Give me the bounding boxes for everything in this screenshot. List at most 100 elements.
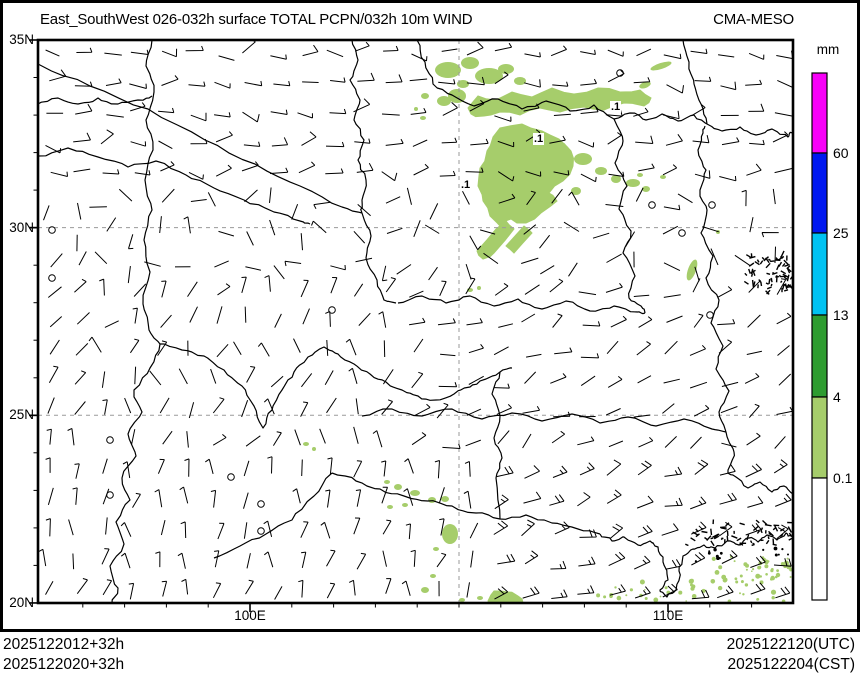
- wind-barb: [470, 138, 489, 146]
- wind-barb: [773, 459, 788, 474]
- precip-spot: [312, 447, 316, 451]
- province-boundary: [725, 431, 793, 495]
- coast-scribble: [781, 262, 786, 267]
- wind-barb: [386, 227, 403, 234]
- wind-barb: [244, 189, 258, 203]
- precip-area: [477, 123, 575, 227]
- wind-barb: [179, 486, 189, 504]
- wind-barb: [436, 552, 447, 568]
- wind-barb: [773, 558, 792, 567]
- wind-barb: [274, 313, 282, 328]
- wind-barb: [217, 283, 231, 296]
- wind-barb: [748, 52, 765, 60]
- wind-barb: [493, 520, 509, 535]
- wind-barb-layer: [38, 40, 793, 600]
- wind-barb: [692, 278, 701, 293]
- wind-barb: [497, 140, 515, 148]
- precip-spot: [442, 524, 458, 544]
- wind-barb: [345, 338, 357, 356]
- coast-scribble: [762, 519, 768, 526]
- wind-barb: [521, 257, 539, 264]
- wind-barb: [214, 260, 229, 268]
- coast-scribble: [767, 536, 770, 540]
- coast-scribble: [768, 530, 774, 537]
- wind-barb: [264, 275, 271, 292]
- wind-barb: [348, 367, 358, 384]
- wind-barb: [160, 519, 166, 536]
- wind-barb: [302, 308, 310, 325]
- wind-barb: [158, 140, 173, 150]
- wind-barb: [263, 398, 275, 415]
- colorbar-tick-label: 0.1: [833, 470, 853, 486]
- wind-barb: [354, 41, 370, 52]
- wind-barb: [749, 139, 765, 146]
- wind-barb: [721, 442, 737, 448]
- wind-barb: [778, 373, 792, 386]
- wind-barb: [263, 520, 273, 538]
- wind-barb: [438, 79, 456, 85]
- wind-barb: [746, 432, 761, 446]
- colorbar-tick-label: 13: [833, 307, 849, 323]
- wind-barb: [243, 460, 250, 477]
- wind-barb: [466, 408, 482, 416]
- wind-barb: [745, 522, 762, 536]
- wind-barb: [410, 107, 427, 115]
- precip-spot: [433, 547, 439, 551]
- wind-barb: [214, 81, 231, 89]
- island-dot: [781, 548, 784, 551]
- coast-scribble: [788, 532, 792, 537]
- wind-barb: [385, 138, 404, 146]
- wind-barb: [404, 458, 414, 474]
- wind-barb: [284, 260, 302, 267]
- colorbar-tick-label: 60: [833, 145, 849, 161]
- footer-valid-time-cst: 2025122204(CST): [727, 656, 855, 673]
- island-dot: [719, 551, 723, 555]
- colorbar-segment: [811, 314, 828, 398]
- coast-scribble: [786, 285, 792, 289]
- wind-barb: [72, 553, 75, 570]
- wind-barb: [320, 521, 331, 539]
- wind-barb: [159, 216, 162, 234]
- wind-barb: [75, 103, 93, 115]
- wind-barb: [120, 522, 132, 537]
- wind-barb: [494, 586, 509, 600]
- wind-barb: [466, 76, 485, 86]
- wind-barb: [774, 168, 793, 174]
- province-boundary: [613, 112, 708, 125]
- wind-barb: [302, 81, 319, 83]
- wind-barb: [106, 217, 117, 232]
- wind-barb: [523, 224, 537, 235]
- wind-barb: [243, 492, 249, 509]
- wind-barb: [273, 265, 285, 280]
- island-dot: [707, 551, 711, 555]
- wind-barb: [568, 191, 580, 206]
- precip-speckle: [690, 583, 693, 587]
- wind-barb: [187, 281, 198, 297]
- wind-barb: [162, 430, 173, 445]
- wind-barb: [297, 112, 313, 119]
- wind-barb: [539, 234, 550, 249]
- wind-barb: [483, 252, 499, 265]
- precip-spot: [303, 442, 309, 446]
- wind-barb: [468, 375, 484, 385]
- wind-barb: [563, 221, 580, 232]
- wind-barb: [747, 314, 761, 328]
- wind-barb: [186, 431, 189, 448]
- wind-barb: [578, 291, 597, 296]
- wind-barb: [747, 496, 764, 508]
- wind-barb: [721, 381, 739, 387]
- wind-barb: [257, 342, 270, 357]
- precip-speckle: [770, 568, 774, 571]
- coast-scribble: [775, 258, 781, 262]
- calm-wind-circle: [48, 274, 56, 282]
- colorbar-tick-label: 25: [833, 225, 849, 241]
- wind-barb: [554, 347, 573, 355]
- wind-barb: [553, 170, 570, 176]
- coast-scribble: [685, 543, 689, 547]
- coast-scribble: [764, 524, 772, 527]
- wind-barb: [526, 353, 542, 358]
- wind-barb: [608, 171, 625, 177]
- wind-barb: [494, 494, 509, 510]
- wind-barb: [497, 171, 515, 182]
- wind-barb: [775, 493, 792, 507]
